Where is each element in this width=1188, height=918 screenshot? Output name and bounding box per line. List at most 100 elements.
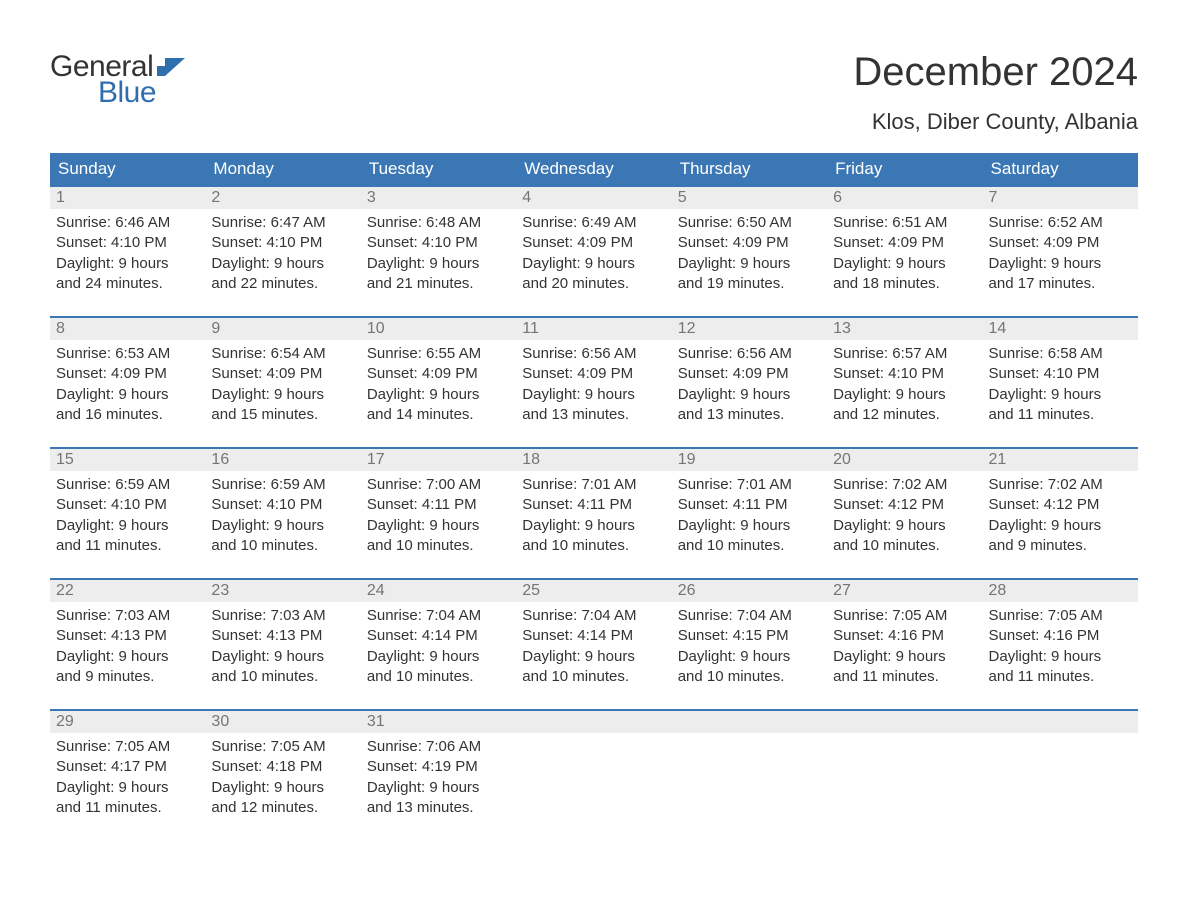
day-number: 2 bbox=[205, 187, 360, 209]
daylight-line-1: Daylight: 9 hours bbox=[56, 254, 199, 274]
day-number: 17 bbox=[361, 449, 516, 471]
calendar-cell: 30Sunrise: 7:05 AMSunset: 4:18 PMDayligh… bbox=[205, 711, 360, 822]
daylight-line-1: Daylight: 9 hours bbox=[211, 647, 354, 667]
daylight-line-1: Daylight: 9 hours bbox=[522, 516, 665, 536]
day-number: 16 bbox=[205, 449, 360, 471]
calendar-cell: 6Sunrise: 6:51 AMSunset: 4:09 PMDaylight… bbox=[827, 187, 982, 298]
sunset-line: Sunset: 4:11 PM bbox=[678, 495, 821, 515]
day-body: Sunrise: 6:47 AMSunset: 4:10 PMDaylight:… bbox=[205, 209, 360, 298]
day-body: Sunrise: 7:04 AMSunset: 4:15 PMDaylight:… bbox=[672, 602, 827, 691]
sunset-line: Sunset: 4:09 PM bbox=[522, 233, 665, 253]
calendar-cell: 21Sunrise: 7:02 AMSunset: 4:12 PMDayligh… bbox=[983, 449, 1138, 560]
daylight-line-1: Daylight: 9 hours bbox=[522, 647, 665, 667]
sunrise-line: Sunrise: 7:05 AM bbox=[989, 606, 1132, 626]
daylight-line-1: Daylight: 9 hours bbox=[211, 254, 354, 274]
day-number bbox=[827, 711, 982, 733]
calendar-cell bbox=[983, 711, 1138, 822]
daylight-line-2: and 10 minutes. bbox=[678, 536, 821, 556]
daylight-line-2: and 10 minutes. bbox=[211, 667, 354, 687]
daylight-line-1: Daylight: 9 hours bbox=[989, 516, 1132, 536]
sunrise-line: Sunrise: 6:48 AM bbox=[367, 213, 510, 233]
day-number: 26 bbox=[672, 580, 827, 602]
sunset-line: Sunset: 4:09 PM bbox=[522, 364, 665, 384]
brand-word-2: Blue bbox=[98, 76, 156, 110]
calendar-cell: 31Sunrise: 7:06 AMSunset: 4:19 PMDayligh… bbox=[361, 711, 516, 822]
day-body: Sunrise: 7:02 AMSunset: 4:12 PMDaylight:… bbox=[983, 471, 1138, 560]
day-number: 21 bbox=[983, 449, 1138, 471]
sunset-line: Sunset: 4:10 PM bbox=[211, 495, 354, 515]
sunrise-line: Sunrise: 6:47 AM bbox=[211, 213, 354, 233]
calendar-cell: 24Sunrise: 7:04 AMSunset: 4:14 PMDayligh… bbox=[361, 580, 516, 691]
calendar-cell bbox=[516, 711, 671, 822]
sunset-line: Sunset: 4:16 PM bbox=[989, 626, 1132, 646]
sunset-line: Sunset: 4:17 PM bbox=[56, 757, 199, 777]
day-body: Sunrise: 6:56 AMSunset: 4:09 PMDaylight:… bbox=[672, 340, 827, 429]
calendar-cell: 23Sunrise: 7:03 AMSunset: 4:13 PMDayligh… bbox=[205, 580, 360, 691]
daylight-line-2: and 11 minutes. bbox=[56, 536, 199, 556]
sunrise-line: Sunrise: 6:46 AM bbox=[56, 213, 199, 233]
daylight-line-1: Daylight: 9 hours bbox=[678, 254, 821, 274]
calendar-day-header: Sunday Monday Tuesday Wednesday Thursday… bbox=[50, 153, 1138, 185]
sunset-line: Sunset: 4:12 PM bbox=[989, 495, 1132, 515]
calendar-cell: 28Sunrise: 7:05 AMSunset: 4:16 PMDayligh… bbox=[983, 580, 1138, 691]
daylight-line-2: and 15 minutes. bbox=[211, 405, 354, 425]
sunset-line: Sunset: 4:09 PM bbox=[833, 233, 976, 253]
daylight-line-1: Daylight: 9 hours bbox=[989, 385, 1132, 405]
day-number: 6 bbox=[827, 187, 982, 209]
day-body: Sunrise: 6:48 AMSunset: 4:10 PMDaylight:… bbox=[361, 209, 516, 298]
day-number: 4 bbox=[516, 187, 671, 209]
daylight-line-1: Daylight: 9 hours bbox=[678, 385, 821, 405]
day-number: 24 bbox=[361, 580, 516, 602]
day-body: Sunrise: 6:54 AMSunset: 4:09 PMDaylight:… bbox=[205, 340, 360, 429]
month-title: December 2024 bbox=[853, 50, 1138, 95]
sunset-line: Sunset: 4:15 PM bbox=[678, 626, 821, 646]
daylight-line-2: and 24 minutes. bbox=[56, 274, 199, 294]
daylight-line-2: and 11 minutes. bbox=[56, 798, 199, 818]
sunset-line: Sunset: 4:14 PM bbox=[522, 626, 665, 646]
sunset-line: Sunset: 4:13 PM bbox=[56, 626, 199, 646]
day-header-sat: Saturday bbox=[983, 153, 1138, 185]
sunset-line: Sunset: 4:10 PM bbox=[367, 233, 510, 253]
day-body: Sunrise: 7:05 AMSunset: 4:18 PMDaylight:… bbox=[205, 733, 360, 822]
sunrise-line: Sunrise: 6:56 AM bbox=[522, 344, 665, 364]
daylight-line-1: Daylight: 9 hours bbox=[56, 516, 199, 536]
sunrise-line: Sunrise: 7:05 AM bbox=[56, 737, 199, 757]
day-header-tue: Tuesday bbox=[361, 153, 516, 185]
daylight-line-1: Daylight: 9 hours bbox=[678, 516, 821, 536]
day-number: 9 bbox=[205, 318, 360, 340]
day-number: 22 bbox=[50, 580, 205, 602]
calendar-cell: 17Sunrise: 7:00 AMSunset: 4:11 PMDayligh… bbox=[361, 449, 516, 560]
day-body: Sunrise: 6:55 AMSunset: 4:09 PMDaylight:… bbox=[361, 340, 516, 429]
day-body: Sunrise: 7:05 AMSunset: 4:16 PMDaylight:… bbox=[983, 602, 1138, 691]
sunrise-line: Sunrise: 6:58 AM bbox=[989, 344, 1132, 364]
sunrise-line: Sunrise: 7:03 AM bbox=[211, 606, 354, 626]
sunset-line: Sunset: 4:10 PM bbox=[56, 233, 199, 253]
day-number bbox=[516, 711, 671, 733]
calendar-cell: 1Sunrise: 6:46 AMSunset: 4:10 PMDaylight… bbox=[50, 187, 205, 298]
day-number: 20 bbox=[827, 449, 982, 471]
sunset-line: Sunset: 4:13 PM bbox=[211, 626, 354, 646]
daylight-line-2: and 10 minutes. bbox=[367, 536, 510, 556]
daylight-line-1: Daylight: 9 hours bbox=[56, 647, 199, 667]
location-label: Klos, Diber County, Albania bbox=[853, 109, 1138, 135]
calendar-cell: 4Sunrise: 6:49 AMSunset: 4:09 PMDaylight… bbox=[516, 187, 671, 298]
day-body: Sunrise: 6:52 AMSunset: 4:09 PMDaylight:… bbox=[983, 209, 1138, 298]
sunset-line: Sunset: 4:19 PM bbox=[367, 757, 510, 777]
day-body: Sunrise: 7:01 AMSunset: 4:11 PMDaylight:… bbox=[516, 471, 671, 560]
daylight-line-2: and 13 minutes. bbox=[367, 798, 510, 818]
day-number: 29 bbox=[50, 711, 205, 733]
day-number: 14 bbox=[983, 318, 1138, 340]
calendar-week: 8Sunrise: 6:53 AMSunset: 4:09 PMDaylight… bbox=[50, 316, 1138, 429]
calendar-cell: 11Sunrise: 6:56 AMSunset: 4:09 PMDayligh… bbox=[516, 318, 671, 429]
day-header-wed: Wednesday bbox=[516, 153, 671, 185]
sunrise-line: Sunrise: 7:04 AM bbox=[678, 606, 821, 626]
sunrise-line: Sunrise: 6:57 AM bbox=[833, 344, 976, 364]
day-number: 31 bbox=[361, 711, 516, 733]
calendar-cell: 20Sunrise: 7:02 AMSunset: 4:12 PMDayligh… bbox=[827, 449, 982, 560]
day-body: Sunrise: 6:50 AMSunset: 4:09 PMDaylight:… bbox=[672, 209, 827, 298]
sunset-line: Sunset: 4:10 PM bbox=[56, 495, 199, 515]
daylight-line-1: Daylight: 9 hours bbox=[211, 778, 354, 798]
sunset-line: Sunset: 4:16 PM bbox=[833, 626, 976, 646]
daylight-line-2: and 20 minutes. bbox=[522, 274, 665, 294]
daylight-line-2: and 16 minutes. bbox=[56, 405, 199, 425]
